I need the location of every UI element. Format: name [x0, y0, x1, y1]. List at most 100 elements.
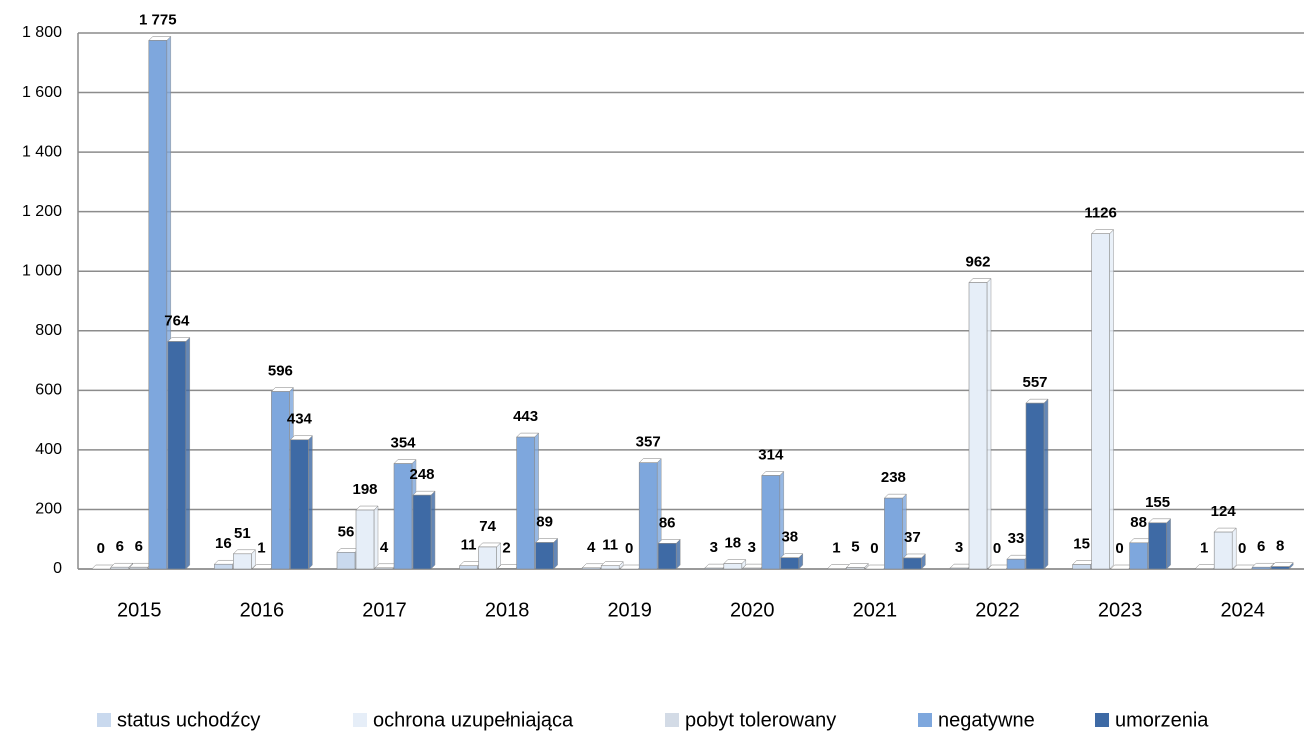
bar-top [1090, 229, 1115, 234]
bar-top [1270, 562, 1294, 567]
bar [233, 553, 252, 570]
bar-top [657, 539, 681, 544]
y-tick-label: 600 [35, 382, 62, 399]
bar [780, 557, 800, 570]
bar-top [477, 542, 502, 548]
y-tick-label: 400 [35, 441, 62, 458]
value-label: 0 [97, 540, 105, 557]
bar-side [185, 336, 191, 570]
value-label: 314 [758, 446, 784, 463]
x-tick-label: 2017 [362, 599, 407, 621]
bar [1025, 402, 1045, 570]
bar-side [496, 542, 501, 570]
value-label: 0 [1115, 540, 1123, 557]
bar-side [373, 505, 379, 570]
value-label: 124 [1211, 503, 1237, 520]
x-tick-label: 2019 [607, 599, 652, 621]
bar-top [883, 493, 908, 499]
bar-top [393, 459, 417, 464]
y-tick-label: 1 600 [22, 84, 62, 101]
x-tick-label: 2022 [975, 599, 1020, 621]
value-label: 5 [851, 538, 859, 555]
value-label: 155 [1145, 494, 1170, 511]
bar-side [308, 435, 313, 570]
x-tick-label: 2016 [240, 599, 285, 621]
legend-swatch [665, 713, 679, 727]
value-label: 6 [135, 538, 143, 555]
bar-top [902, 553, 927, 559]
bar-top [232, 549, 257, 555]
y-tick-label: 800 [35, 322, 62, 339]
bar-top [723, 559, 747, 564]
value-label: 962 [965, 254, 990, 271]
bar-side [1231, 527, 1237, 570]
value-label: 1126 [1084, 205, 1117, 222]
x-tick-label: 2023 [1098, 599, 1143, 621]
value-label: 596 [268, 362, 293, 379]
bar [148, 40, 168, 570]
y-tick-label: 1 400 [22, 143, 62, 160]
bar [374, 567, 394, 570]
value-label: 74 [479, 518, 496, 535]
bar-top [638, 458, 662, 463]
bar-top [761, 471, 785, 476]
bar [459, 565, 478, 570]
value-label: 6 [116, 538, 124, 555]
bar-top [148, 36, 172, 41]
bar [600, 565, 620, 570]
bar [1129, 542, 1148, 570]
bar-top [1071, 560, 1096, 565]
legend-swatch [918, 713, 932, 727]
legend-label: negatywne [938, 709, 1035, 731]
bar [1148, 522, 1167, 570]
bar [1072, 564, 1091, 570]
value-label: 56 [338, 523, 355, 540]
legend-swatch [1095, 713, 1109, 727]
value-label: 443 [513, 408, 538, 425]
value-label: 434 [287, 411, 313, 428]
value-label: 1 [832, 540, 840, 557]
value-label: 557 [1022, 374, 1047, 391]
bar-top [412, 490, 436, 496]
value-label: 37 [904, 529, 921, 546]
bar-top [845, 563, 870, 568]
y-tick-label: 1 000 [22, 262, 62, 279]
value-label: 0 [870, 540, 878, 557]
value-label: 357 [636, 434, 661, 451]
bar [1270, 566, 1290, 570]
bar [516, 436, 535, 570]
value-label: 198 [352, 481, 377, 498]
value-label: 3 [748, 539, 756, 556]
bar-top [1025, 398, 1049, 404]
bar [129, 566, 149, 570]
y-tick-label: 0 [53, 560, 62, 577]
bar-top [968, 278, 992, 283]
bar-top [167, 337, 191, 342]
legend-label: status uchodźcy [117, 709, 260, 731]
bar [497, 568, 516, 570]
value-label: 0 [993, 540, 1001, 557]
bar [846, 567, 865, 570]
bar-top [515, 432, 540, 438]
value-label: 8 [1276, 538, 1284, 555]
bar [1006, 558, 1026, 570]
bar [214, 563, 233, 570]
x-tick-label: 2015 [117, 599, 162, 621]
value-label: 38 [781, 529, 798, 546]
bar [478, 546, 497, 570]
value-label: 1 775 [139, 11, 177, 28]
value-label: 16 [215, 535, 232, 552]
bar [704, 567, 724, 570]
value-label: 4 [587, 539, 596, 556]
bar-side [675, 538, 681, 570]
bar-top [600, 561, 624, 566]
value-label: 15 [1073, 536, 1090, 553]
legend-swatch [97, 713, 111, 727]
value-label: 89 [536, 513, 553, 530]
bar-side [1043, 398, 1049, 570]
bar [110, 566, 130, 570]
bar [761, 475, 781, 570]
x-tick-label: 2018 [485, 599, 530, 621]
bar [1091, 233, 1110, 570]
value-label: 354 [390, 435, 416, 452]
